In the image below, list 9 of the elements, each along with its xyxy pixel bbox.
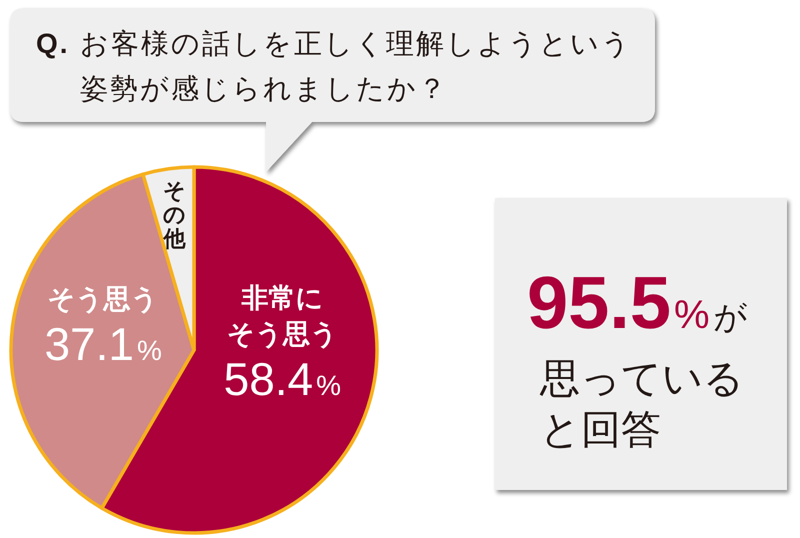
slice-label: そう思う bbox=[48, 284, 159, 314]
text: 思っている bbox=[539, 357, 744, 401]
chart-title: Q. お客様の話しを正しく理解しようという姿勢が感じられましたか？ bbox=[36, 28, 632, 104]
slice-label: その他 bbox=[162, 178, 187, 252]
text: と回答 bbox=[540, 408, 661, 452]
text: 95.5%が bbox=[527, 261, 748, 344]
data-label: 37.1% bbox=[44, 318, 162, 370]
data-label: 58.4% bbox=[224, 352, 342, 405]
slice-label: 非常にそう思う bbox=[226, 282, 338, 349]
